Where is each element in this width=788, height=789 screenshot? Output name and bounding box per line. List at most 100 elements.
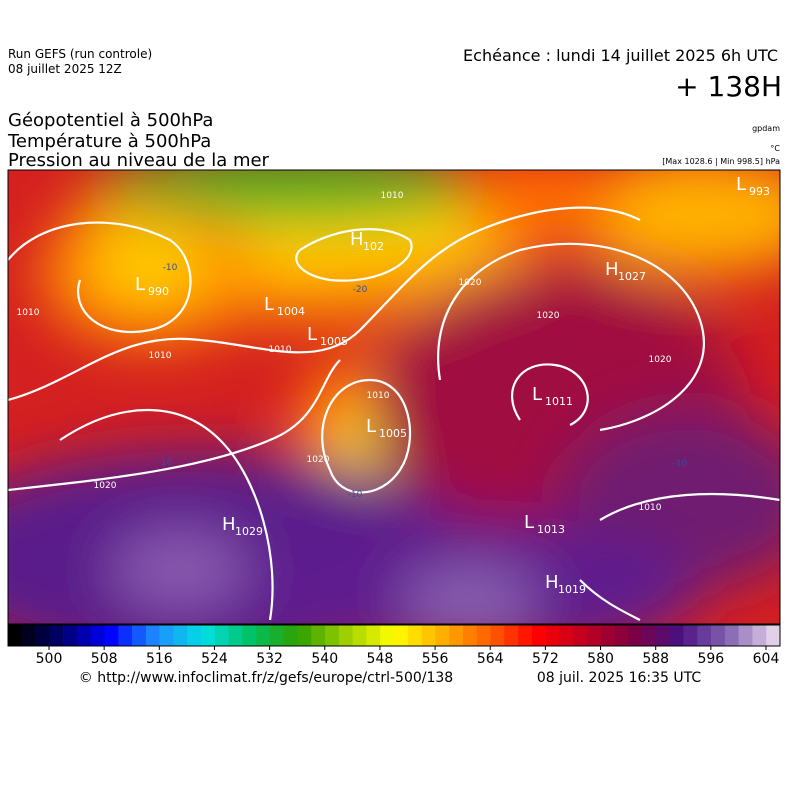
isobar-label: 1010 <box>639 503 662 513</box>
colorbar-tick-label: 548 <box>367 651 394 667</box>
colorbar-swatch <box>104 625 119 646</box>
pressure-center-letter: L <box>307 324 317 345</box>
colorbar-swatch <box>145 625 160 646</box>
isobar-label: 1010 <box>17 308 40 318</box>
colorbar-swatch <box>683 625 698 646</box>
colorbar-swatch <box>697 625 712 646</box>
colorbar-swatch <box>35 625 50 646</box>
colorbar-swatch <box>8 625 23 646</box>
pressure-center-letter: L <box>135 274 145 295</box>
unit: gpdam <box>752 124 780 133</box>
run-date: 08 juillet 2025 12Z <box>8 62 122 76</box>
pressure-center-letter: L <box>532 384 542 405</box>
colorbar-swatch <box>435 625 450 646</box>
colorbar-swatch <box>600 625 615 646</box>
lead-time: + 138H <box>675 70 782 103</box>
pressure-center-value: 990 <box>148 285 169 298</box>
colorbar-swatch <box>90 625 105 646</box>
colorbar-tick-label: 596 <box>697 651 724 667</box>
colorbar-swatch <box>449 625 464 646</box>
colorbar-swatch <box>531 625 546 646</box>
title: Température à 500hPa <box>7 131 211 152</box>
pressure-center-letter: H <box>350 229 364 250</box>
colorbar-swatch <box>614 625 629 646</box>
colorbar-swatch <box>394 625 409 646</box>
pressure-center-value: 1019 <box>558 583 586 596</box>
source: © http://www.infoclimat.fr/z/gefs/europe… <box>79 670 453 686</box>
pressure-center-letter: H <box>545 572 559 593</box>
colorbar-tick-label: 500 <box>36 651 63 667</box>
isobar-label: 1020 <box>307 455 330 465</box>
colorbar-swatch <box>366 625 381 646</box>
colorbar-swatch <box>118 625 133 646</box>
colorbar-swatch <box>352 625 367 646</box>
pressure-center-letter: L <box>524 512 534 533</box>
colorbar-swatch <box>587 625 602 646</box>
pressure-center-letter: L <box>264 294 274 315</box>
colorbar-swatch <box>545 625 560 646</box>
temperature-label: -10 <box>348 490 363 500</box>
pressure-center-value: 1029 <box>235 525 263 538</box>
colorbar-swatch <box>462 625 478 646</box>
colorbar-tick-label: 564 <box>477 651 504 667</box>
colorbar-swatch <box>380 625 395 646</box>
colorbar-swatch <box>338 625 353 646</box>
pressure-center-value: 1004 <box>277 305 305 318</box>
colorbar-swatch <box>628 625 643 646</box>
isobar-label: 1010 <box>367 391 390 401</box>
colorbar-swatch <box>559 625 574 646</box>
map-field <box>8 170 780 624</box>
colorbar-swatch <box>214 625 229 646</box>
colorbar-tick-label: 572 <box>532 651 559 667</box>
colorbar-tick-label: 556 <box>422 651 449 667</box>
pressure-center-value: 1027 <box>618 270 646 283</box>
colorbar-tick-label: 532 <box>256 651 283 667</box>
colorbar-swatch <box>766 625 781 646</box>
colorbar-swatch <box>518 625 533 646</box>
colorbar-swatch <box>421 625 436 646</box>
colorbar-swatch <box>311 625 326 646</box>
colorbar-swatch <box>49 625 64 646</box>
isobar-label: 1010 <box>149 351 172 361</box>
temperature-label: -20 <box>353 285 368 295</box>
title: Géopotentiel à 500hPa <box>8 110 213 131</box>
colorbar-swatch <box>173 625 188 646</box>
colorbar-swatch <box>242 625 257 646</box>
pressure-center-value: 1011 <box>545 395 573 408</box>
colorbar-swatch <box>724 625 739 646</box>
temperature-label: -10 <box>163 263 178 273</box>
colorbar-swatch <box>159 625 174 646</box>
colorbar-tick-label: 524 <box>201 651 228 667</box>
pressure-center-value: 102 <box>363 240 384 253</box>
colorbar-swatch <box>504 625 519 646</box>
title: Pression au niveau de la mer <box>8 150 270 171</box>
generated-time: 08 juil. 2025 16:35 UTC <box>537 670 702 686</box>
colorbar-swatch <box>490 625 505 646</box>
unit: [Max 1028.6 | Min 998.5] hPa <box>662 157 780 166</box>
colorbar-tick-label: 604 <box>753 651 780 667</box>
pressure-center-letter: H <box>605 259 619 280</box>
colorbar-swatch <box>228 625 243 646</box>
colorbar-swatch <box>325 625 340 646</box>
valid-time: Echéance : lundi 14 juillet 2025 6h UTC <box>463 46 778 65</box>
colorbar-swatch <box>476 625 491 646</box>
temperature-label: -10 <box>158 458 173 468</box>
colorbar-swatch <box>655 625 671 646</box>
colorbar-tick-label: 516 <box>146 651 173 667</box>
pressure-center-letter: L <box>366 416 376 437</box>
colorbar-swatch <box>269 625 285 646</box>
colorbar-swatch <box>297 625 312 646</box>
pressure-center-value: 1005 <box>379 427 407 440</box>
colorbar-swatch <box>132 625 147 646</box>
unit: °C <box>770 144 780 153</box>
colorbar-swatch <box>256 625 271 646</box>
colorbar-swatch <box>738 625 753 646</box>
pressure-center-letter: H <box>222 514 236 535</box>
colorbar-swatch <box>187 625 202 646</box>
run-name: Run GEFS (run controle) <box>8 47 152 61</box>
isobar-label: 1010 <box>269 345 292 355</box>
colorbar-swatch <box>573 625 588 646</box>
map-frame <box>7 169 781 625</box>
colorbar-tick-label: 540 <box>311 651 338 667</box>
